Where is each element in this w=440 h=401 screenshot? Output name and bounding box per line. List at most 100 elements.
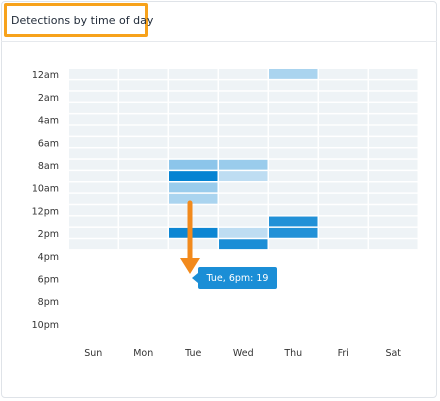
x-tick-label: Tue (184, 348, 201, 359)
heatmap-cell (369, 80, 418, 91)
heatmap-cell (119, 159, 168, 170)
y-tick-label: 8am (38, 161, 59, 172)
heatmap-cell (219, 91, 268, 102)
tooltip-text: Tue, 6pm: 19 (206, 272, 269, 284)
heatmap-cell (319, 103, 368, 113)
heatmap-cell (319, 125, 368, 136)
heatmap-cell (169, 80, 218, 91)
heatmap-cell (319, 216, 368, 227)
heatmap-cell (69, 159, 118, 170)
heatmap-cell (119, 114, 168, 125)
heatmap-cell (119, 239, 168, 250)
heatmap-cell (269, 182, 318, 193)
heatmap-cell (269, 159, 318, 170)
heatmap-cell (269, 80, 318, 91)
heatmap-cell (369, 205, 418, 216)
heatmap-cell (69, 69, 118, 79)
heatmap-cell (69, 148, 118, 159)
heatmap-cell (369, 171, 418, 181)
heatmap-cell (369, 103, 418, 113)
heatmap-cell (69, 216, 118, 227)
x-tick-label: Wed (233, 348, 254, 359)
heatmap-cell (269, 137, 318, 147)
heatmap-cell (169, 239, 218, 250)
heatmap-cell (369, 227, 418, 238)
heatmap-cell (219, 227, 268, 238)
heatmap-cell (219, 205, 268, 216)
heatmap-cell (219, 125, 268, 136)
heatmap-cell (269, 125, 318, 136)
heatmap-cell (269, 69, 318, 79)
heatmap-cell (269, 114, 318, 125)
heatmap-cell (169, 216, 218, 227)
heatmap-cell (219, 216, 268, 227)
heatmap-cell (319, 159, 368, 170)
heatmap-cell (369, 137, 418, 147)
heatmap-cell (69, 103, 118, 113)
heatmap-cell (69, 114, 118, 125)
heatmap-cell (369, 182, 418, 193)
heatmap-cell (69, 182, 118, 193)
heatmap-cell (369, 216, 418, 227)
chart-title: Detections by time of day (11, 13, 154, 27)
x-tick-label: Fri (338, 348, 349, 359)
heatmap-cell (119, 171, 168, 181)
y-tick-label: 12am (32, 70, 59, 81)
heatmap-cell (119, 69, 168, 79)
heatmap-cell (319, 137, 368, 147)
heatmap-cell (69, 80, 118, 91)
y-tick-label: 4pm (38, 252, 59, 263)
x-tick-label: Sun (84, 348, 102, 359)
heatmap-cell (69, 137, 118, 147)
heatmap-cell (319, 114, 368, 125)
heatmap-cell (69, 193, 118, 204)
heatmap-cell (169, 171, 218, 181)
heatmap-cell (319, 148, 368, 159)
heatmap-cell (319, 171, 368, 181)
heatmap-cell (369, 114, 418, 125)
heatmap-cell (269, 171, 318, 181)
heatmap-cell (119, 182, 168, 193)
y-tick-label: 2am (38, 93, 59, 104)
heatmap-cell (219, 137, 268, 147)
heatmap-cell (219, 193, 268, 204)
heatmap-cell (369, 159, 418, 170)
heatmap-cell (219, 171, 268, 181)
heatmap-cell (269, 239, 318, 250)
heatmap-cell (319, 239, 368, 250)
heatmap-cell (169, 182, 218, 193)
y-tick-label: 2pm (38, 229, 59, 240)
heatmap-cell (119, 193, 168, 204)
heatmap-cell (319, 205, 368, 216)
heatmap-cell (169, 69, 218, 79)
heatmap-cell (169, 137, 218, 147)
heatmap-cell (69, 205, 118, 216)
heatmap-cell (269, 193, 318, 204)
heatmap-cell (169, 114, 218, 125)
heatmap-cell (119, 137, 168, 147)
heatmap-cell (369, 193, 418, 204)
x-tick-label: Thu (283, 348, 302, 359)
heatmap-cell (169, 148, 218, 159)
y-tick-label: 10am (32, 184, 59, 195)
heatmap-cell (169, 91, 218, 102)
x-tick-label: Mon (133, 348, 153, 359)
x-tick-label: Sat (385, 348, 401, 359)
heatmap-cell (219, 159, 268, 170)
heatmap-cell (269, 205, 318, 216)
heatmap-cell (219, 148, 268, 159)
heatmap-cell (319, 227, 368, 238)
heatmap-cell (369, 125, 418, 136)
heatmap-cell (169, 193, 218, 204)
heatmap-cell (69, 91, 118, 102)
heatmap-cell (319, 69, 368, 79)
heatmap-cell (119, 216, 168, 227)
y-tick-label: 6pm (38, 274, 59, 285)
heatmap-cell (319, 91, 368, 102)
heatmap-cell (119, 103, 168, 113)
heatmap-cell (369, 91, 418, 102)
heatmap-cell (369, 69, 418, 79)
heatmap-cell (219, 69, 268, 79)
heatmap-cell (69, 227, 118, 238)
heatmap-cell (119, 125, 168, 136)
